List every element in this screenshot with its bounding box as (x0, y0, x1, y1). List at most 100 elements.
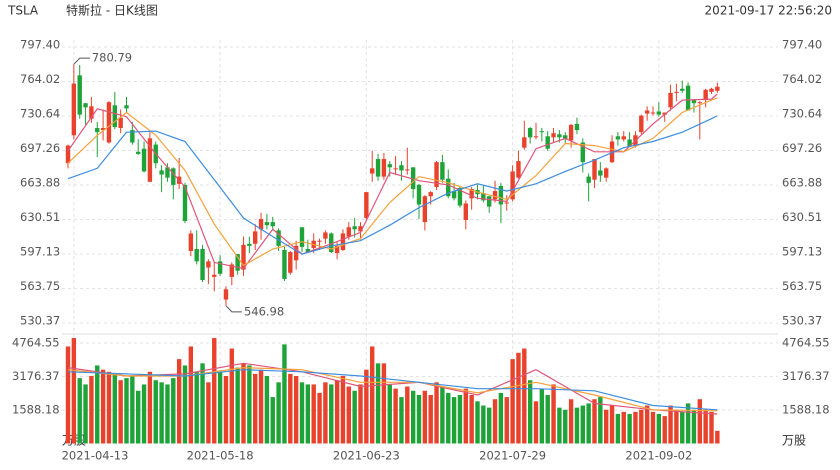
volume-bar (487, 407, 492, 444)
candle-body (580, 142, 585, 163)
candle-body (288, 252, 293, 273)
y-tick-label: 663.88 (20, 176, 60, 190)
x-tick-label: 2021-07-29 (479, 449, 546, 463)
volume-bar (399, 397, 404, 444)
volume-bar (639, 409, 644, 444)
volume-bar (498, 392, 504, 444)
candle-body (247, 243, 252, 246)
candle-body (551, 133, 556, 138)
volume-bar (691, 409, 697, 444)
volume-bar (621, 411, 626, 444)
volume-bar (598, 397, 603, 444)
volume-bar (95, 365, 100, 444)
y-tick-label-right: 530.37 (782, 314, 822, 328)
volume-bar (475, 401, 480, 444)
volume-bar (703, 409, 708, 444)
volume-bar (410, 390, 416, 444)
y-tick-label: 730.64 (20, 107, 60, 121)
volume-bar (539, 388, 545, 444)
volume-bar (77, 378, 82, 444)
candle-body (352, 226, 357, 230)
chart-title: 特斯拉 - 日K线图 (66, 3, 158, 18)
candle-body (323, 232, 328, 239)
candle-body (217, 261, 223, 274)
candle-body (451, 191, 457, 199)
candle-body (492, 191, 498, 200)
volume-bar (317, 392, 322, 444)
volume-bar (235, 367, 240, 444)
candle-body (95, 128, 100, 133)
candle-body (100, 128, 106, 131)
candle-body (434, 162, 439, 187)
volume-bar (604, 409, 609, 444)
y-tick-label: 697.26 (20, 141, 60, 155)
candle-body (282, 249, 287, 279)
volume-bar (428, 394, 433, 444)
candle-body (405, 169, 410, 171)
high-label: 780.79 (92, 51, 132, 65)
volume-tick-label: 3176.37 (12, 369, 60, 383)
y-tick-label-right: 597.13 (782, 244, 822, 258)
candle-body (516, 161, 521, 178)
volume-bar (674, 409, 679, 444)
y-tick-label-right: 563.75 (782, 279, 822, 293)
candle-body (147, 138, 153, 182)
volume-bar (299, 382, 305, 444)
candle-body (644, 110, 650, 114)
volume-bar (609, 405, 615, 444)
volume-bar (627, 413, 632, 444)
volume-bar (329, 384, 334, 444)
volume-bar (340, 376, 346, 444)
candle-body (258, 218, 264, 230)
candle-body (71, 83, 77, 136)
candle-body (527, 128, 533, 138)
volume-bar (551, 384, 556, 444)
candle-body (346, 227, 351, 237)
candle-body (83, 103, 88, 108)
volume-bar (697, 399, 702, 444)
candle-body (446, 178, 451, 197)
candle-body (299, 227, 305, 247)
volume-bar (527, 380, 533, 444)
low-label: 546.98 (244, 304, 284, 318)
candle-body (381, 159, 387, 177)
candle-body (504, 202, 509, 204)
volume-bar (352, 390, 357, 444)
volume-bar (100, 369, 106, 444)
volume-bar (253, 373, 258, 444)
volume-bar (182, 365, 188, 444)
volume-bar (136, 390, 141, 444)
candle-body (165, 167, 170, 178)
volume-bar (334, 380, 340, 444)
volume-bar (633, 411, 638, 444)
candle-body (522, 137, 527, 148)
candle-body (592, 159, 597, 180)
volume-bar (112, 373, 117, 444)
volume-bar (457, 394, 463, 444)
candle-body (77, 75, 82, 115)
volume-bar (194, 371, 199, 444)
volume-bar (656, 413, 662, 444)
volume-bar (264, 376, 270, 444)
candle-body (463, 203, 468, 221)
y-tick-label: 597.13 (20, 244, 60, 258)
y-tick-label-right: 663.88 (782, 176, 822, 190)
candle-body (235, 254, 240, 271)
volume-bar (416, 394, 422, 444)
candle-body (568, 124, 574, 141)
volume-bar (276, 382, 281, 444)
candle-body (457, 187, 463, 206)
candle-body (533, 136, 539, 138)
volume-bar (118, 380, 123, 444)
candle-body (539, 131, 545, 133)
candle-body (399, 165, 404, 171)
y-tick-label-right: 764.02 (782, 72, 822, 86)
volume-bar (516, 352, 521, 444)
volume-bar (481, 405, 486, 444)
volume-bar (375, 363, 381, 444)
candle-body (276, 230, 281, 246)
volume-bar (200, 363, 205, 444)
candle-body (65, 145, 71, 164)
candle-body (422, 196, 428, 223)
